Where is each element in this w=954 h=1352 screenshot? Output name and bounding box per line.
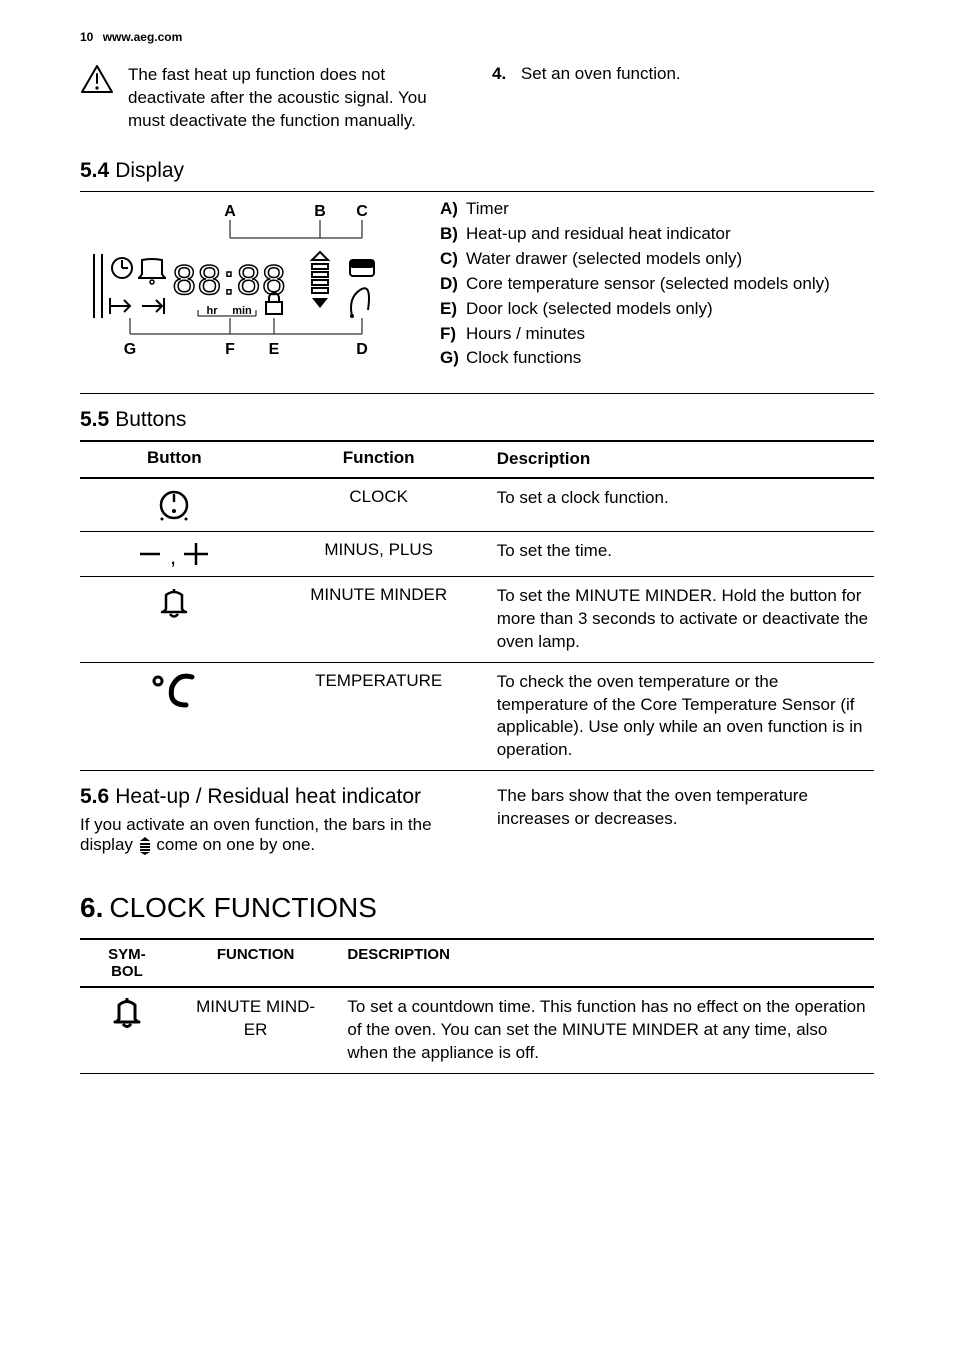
- page-number: 10: [80, 30, 93, 44]
- display-diagram: A B C: [80, 198, 410, 383]
- plus-minus-icon: ,: [80, 540, 269, 568]
- table-row: MINUTE MINDER To set the MINUTE MINDER. …: [80, 577, 874, 663]
- header-url: www.aeg.com: [103, 30, 183, 44]
- sec56-text: If you activate an oven function, the ba…: [80, 815, 457, 856]
- svg-text:E: E: [269, 341, 280, 358]
- heading-5-4: 5.4Display: [80, 159, 874, 183]
- heading-6: 6.CLOCK FUNCTIONS: [80, 892, 874, 924]
- table-header: Button Function Description: [80, 442, 874, 479]
- sec56-right-text: The bars show that the oven temperature …: [497, 785, 874, 856]
- warning-text: The fast heat up function does not deact…: [128, 64, 462, 133]
- svg-text:C: C: [356, 203, 368, 220]
- table-row: MINUTE MIND- ER To set a countdown time.…: [80, 988, 874, 1074]
- svg-text:min: min: [232, 305, 252, 317]
- bell-solid-icon: [84, 996, 170, 1065]
- clock-functions-table: SYM- BOL FUNCTION DESCRIPTION MINUTE MIN…: [80, 938, 874, 1074]
- table-header: SYM- BOL FUNCTION DESCRIPTION: [80, 940, 874, 988]
- step-4: 4. Set an oven function.: [492, 64, 874, 84]
- heading-5-5: 5.5Buttons: [80, 408, 874, 432]
- page-header: 10 www.aeg.com: [80, 30, 874, 44]
- temperature-icon: [80, 671, 269, 763]
- svg-text:hr: hr: [207, 305, 219, 317]
- buttons-table: Button Function Description CLOCK To set…: [80, 440, 874, 772]
- clock-icon: [80, 487, 269, 523]
- heading-5-6: 5.6Heat-up / Residual heat indicator: [80, 785, 457, 809]
- svg-text:F: F: [225, 341, 235, 358]
- step-number: 4.: [492, 64, 506, 83]
- bell-icon: [80, 585, 269, 654]
- step-text: Set an oven function.: [521, 64, 681, 83]
- svg-text:B: B: [314, 203, 326, 220]
- svg-text:,: ,: [170, 544, 176, 568]
- table-row: TEMPERATURE To check the oven temperatur…: [80, 663, 874, 772]
- warning-icon: [80, 64, 114, 133]
- bars-icon: [138, 836, 152, 856]
- display-legend: A)Timer B)Heat-up and residual heat indi…: [440, 198, 874, 383]
- svg-text:D: D: [356, 341, 368, 358]
- table-row: CLOCK To set a clock function.: [80, 479, 874, 532]
- svg-text:A: A: [224, 203, 236, 220]
- table-row: , MINUS, PLUS To set the time.: [80, 532, 874, 577]
- svg-text:G: G: [124, 341, 136, 358]
